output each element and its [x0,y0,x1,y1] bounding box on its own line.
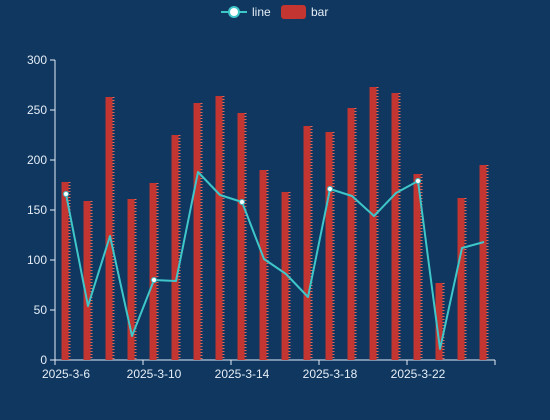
y-tick-label: 300 [27,53,47,67]
line-point[interactable] [415,178,421,184]
bar-body [347,108,355,360]
line-path [65,171,485,350]
bar-body [149,183,157,360]
bar-series [61,87,489,360]
bar[interactable] [149,183,159,360]
line-series [63,171,485,350]
legend-label-bar: bar [311,5,328,19]
y-tick-label: 250 [27,103,47,117]
y-tick-label: 150 [27,203,47,217]
legend-bar-swatch [281,5,306,19]
bar-body [391,93,399,360]
bar-body [105,97,113,360]
bar[interactable] [193,103,203,360]
bar-body [435,283,443,360]
bar-body [457,198,465,360]
bar[interactable] [391,93,401,360]
line-point[interactable] [63,191,69,197]
y-tick-label: 200 [27,153,47,167]
bar[interactable] [325,132,335,360]
bar-body [193,103,201,360]
line-point[interactable] [239,199,245,205]
legend-line-marker [228,6,240,18]
bar-body [479,165,487,360]
bar[interactable] [369,87,379,360]
bar[interactable] [105,97,115,360]
line-point[interactable] [151,277,157,283]
bar-body [325,132,333,360]
bar[interactable] [237,113,247,360]
bar[interactable] [83,201,93,360]
bar[interactable] [347,108,357,360]
bar[interactable] [61,182,71,360]
y-axis: 0 50 100 150 200 250 300 [27,53,56,367]
x-tick-label: 2025-3-18 [303,367,358,381]
bar-body [83,201,91,360]
bar[interactable] [457,198,467,360]
bar-body [127,199,135,360]
bar-body [237,113,245,360]
bar[interactable] [259,170,269,360]
bar-body [171,135,179,360]
y-tick-label: 0 [40,353,47,367]
x-axis: 2025-3-6 2025-3-10 2025-3-14 2025-3-18 2025-… [42,359,496,381]
bar[interactable] [479,165,489,360]
bar[interactable] [171,135,181,360]
x-tick-label: 2025-3-6 [42,367,90,381]
bar-body [369,87,377,360]
bar[interactable] [215,96,225,360]
bar-body [215,96,223,360]
bar-body [303,126,311,360]
bar[interactable] [281,192,291,360]
bar-body [61,182,69,360]
bar-body [413,174,421,360]
bar[interactable] [127,199,137,360]
legend-label-line: line [252,5,271,19]
bar[interactable] [303,126,313,360]
x-tick-label: 2025-3-14 [215,367,270,381]
legend[interactable]: line bar [221,5,328,19]
bar[interactable] [435,283,445,360]
x-tick-label: 2025-3-22 [391,367,446,381]
bar-body [281,192,289,360]
x-tick-label: 2025-3-10 [127,367,182,381]
line-point[interactable] [327,186,333,192]
bar-body [259,170,267,360]
y-tick-label: 100 [27,253,47,267]
legend-item-line[interactable]: line [221,5,271,19]
legend-item-bar[interactable]: bar [281,5,328,19]
y-tick-label: 50 [34,303,48,317]
